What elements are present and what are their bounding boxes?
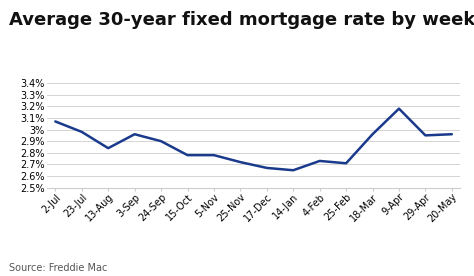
Text: Source: Freddie Mac: Source: Freddie Mac <box>9 263 108 273</box>
Text: Average 30-year fixed mortgage rate by week: Average 30-year fixed mortgage rate by w… <box>9 11 474 29</box>
